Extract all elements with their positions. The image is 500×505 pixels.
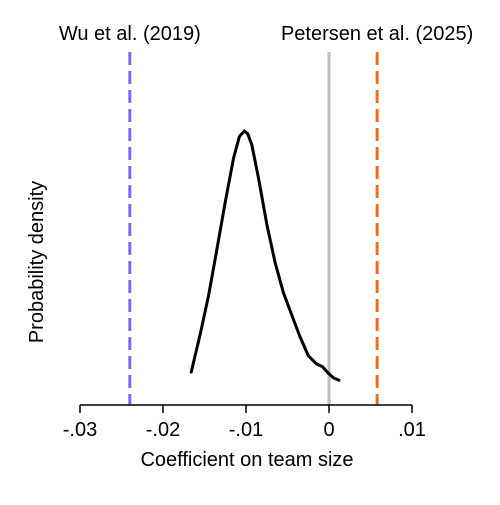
density-curve-0 xyxy=(189,129,341,382)
reference-line-label-2: Petersen et al. (2025) xyxy=(281,23,473,45)
x-tick-label-0: -.03 xyxy=(63,419,97,441)
reference-labels: Wu et al. (2019) Petersen et al. (2025) xyxy=(59,23,473,45)
x-axis-label: Coefficient on team size xyxy=(140,449,353,471)
x-tick-label-2: -.01 xyxy=(229,419,263,441)
x-ticks: -.03 -.02 -.01 0 .01 xyxy=(63,405,426,441)
density-series xyxy=(189,129,341,382)
reference-lines xyxy=(128,52,379,405)
x-tick-label-3: 0 xyxy=(323,419,334,441)
reference-line-label-0: Wu et al. (2019) xyxy=(59,23,201,45)
y-axis-label: Probability density xyxy=(26,181,48,343)
x-tick-label-1: -.02 xyxy=(146,419,180,441)
x-tick-label-4: .01 xyxy=(398,419,426,441)
